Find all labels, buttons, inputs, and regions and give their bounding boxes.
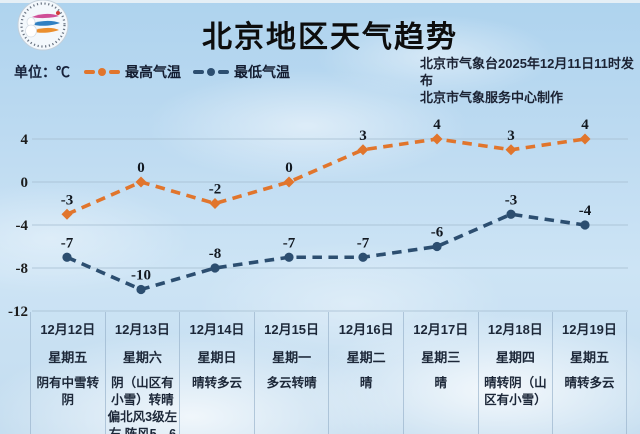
data-point-value-label: -6 — [431, 225, 444, 241]
data-point-value-label: -4 — [579, 203, 592, 219]
series-line-circle — [66, 212, 586, 292]
low-temp-dash-icon — [193, 68, 229, 76]
data-point-diamond-icon — [135, 176, 147, 188]
chart-legend: 最高气温 最低气温 — [84, 62, 290, 82]
legend-item-high-temp: 最高气温 — [84, 62, 181, 82]
legend-label-low: 最低气温 — [234, 64, 290, 80]
y-axis-tick: 0 — [21, 175, 29, 191]
table-column-day5: 12月16日 星期二 晴 — [328, 312, 403, 434]
data-point-diamond-icon — [209, 198, 221, 209]
table-column-day3: 12月14日 星期日 晴转多云 — [179, 312, 254, 434]
data-point-circle-icon — [284, 252, 294, 262]
date-label: 12月15日 — [264, 322, 320, 337]
data-point-value-label: -10 — [131, 268, 151, 284]
data-point-diamond-icon — [579, 133, 591, 145]
table-column-day4: 12月15日 星期一 多云转晴 — [253, 312, 329, 434]
data-point-circle-icon — [506, 209, 516, 219]
legend-item-low-temp: 最低气温 — [193, 62, 290, 82]
data-point-diamond-icon — [505, 144, 517, 156]
date-label: 12月14日 — [189, 322, 245, 337]
legend-label-high: 最高气温 — [125, 64, 181, 80]
weather-label: 阴有中雪转阴 — [36, 376, 100, 407]
table-column-day6: 12月17日 星期三 晴 — [402, 312, 478, 434]
data-point-value-label: -3 — [505, 192, 518, 208]
date-label: 12月12日 — [40, 322, 96, 337]
weather-label: 多云转晴 — [266, 376, 317, 390]
date-label: 12月18日 — [487, 322, 543, 337]
issued-line-2: 北京市气象服务中心制作 — [420, 90, 564, 105]
date-label: 12月17日 — [413, 322, 469, 337]
weekday-label: 星期五 — [569, 350, 609, 365]
data-point-value-label: 3 — [507, 128, 515, 144]
weekday-label: 星期二 — [346, 350, 386, 365]
data-point-value-label: 0 — [285, 160, 293, 176]
weekday-label: 星期一 — [272, 350, 312, 365]
weather-label: 晴 — [359, 376, 373, 390]
data-point-value-label: 0 — [137, 160, 145, 176]
y-axis-tick: -4 — [16, 218, 29, 234]
page-title: 北京地区天气趋势 — [202, 21, 458, 54]
date-label: 12月13日 — [114, 322, 170, 337]
weather-label: 晴转多云 — [564, 376, 615, 390]
data-point-circle-icon — [580, 220, 590, 230]
weekday-label: 星期日 — [197, 350, 237, 365]
y-axis-tick: -12 — [8, 304, 28, 320]
weekday-label: 星期三 — [421, 350, 461, 365]
table-column-day1: 12月12日 星期五 阴有中雪转阴 — [30, 312, 105, 434]
data-point-diamond-icon — [431, 133, 443, 145]
data-point-circle-icon — [136, 284, 146, 295]
weekday-label: 星期五 — [48, 350, 88, 365]
data-point-value-label: -7 — [61, 235, 74, 251]
date-label: 12月19日 — [561, 322, 617, 337]
beijing-meteorological-service-logo-icon — [17, 0, 69, 51]
weather-label: 晴转多云 — [191, 376, 242, 390]
table-column-day8: 12月19日 星期五 晴转多云 — [552, 312, 627, 434]
data-point-value-label: -2 — [209, 182, 222, 198]
data-point-value-label: 4 — [433, 117, 441, 133]
issued-line-1: 北京市气象台2025年12月11日11时发布 — [420, 56, 634, 88]
series-line-diamond — [66, 137, 586, 216]
data-point-value-label: -7 — [357, 235, 370, 251]
data-point-circle-icon — [210, 263, 220, 273]
data-point-value-label: 4 — [581, 117, 589, 133]
data-point-circle-icon — [432, 241, 442, 252]
data-point-value-label: 3 — [359, 128, 367, 144]
weather-label: 阴（山区有小雪）转晴 偏北风3级左右 阵风5、6级 — [107, 376, 178, 434]
weekday-label: 星期六 — [122, 350, 162, 365]
y-axis-tick: 4 — [21, 132, 29, 148]
table-column-day7: 12月18日 星期四 晴转阴（山区有小雪） — [477, 312, 553, 434]
data-point-diamond-icon — [61, 208, 73, 220]
data-point-diamond-icon — [357, 144, 369, 156]
weekday-label: 星期四 — [495, 350, 535, 365]
data-point-diamond-icon — [283, 176, 295, 188]
weather-label: 晴转阴（山区有小雪） — [484, 376, 547, 407]
top-edge-strip — [0, 0, 640, 3]
date-label: 12月16日 — [338, 322, 394, 337]
issuer-info: 北京市气象台2025年12月11日11时发布 北京市气象服务中心制作 — [420, 55, 640, 106]
data-point-circle-icon — [62, 252, 72, 262]
forecast-table: 12月12日 星期五 阴有中雪转阴 12月13日 星期六 阴（山区有小雪）转晴 … — [30, 312, 627, 434]
y-axis-tick: -8 — [16, 261, 29, 277]
weather-label: 晴 — [434, 376, 448, 390]
data-point-value-label: -8 — [209, 246, 222, 262]
data-point-value-label: -7 — [283, 235, 296, 251]
high-temp-dash-icon — [84, 68, 120, 76]
unit-label: 单位：℃ — [14, 64, 70, 80]
data-point-circle-icon — [358, 252, 368, 262]
table-column-day2: 12月13日 星期六 阴（山区有小雪）转晴 偏北风3级左右 阵风5、6级 — [104, 312, 180, 434]
data-point-value-label: -3 — [61, 192, 74, 208]
